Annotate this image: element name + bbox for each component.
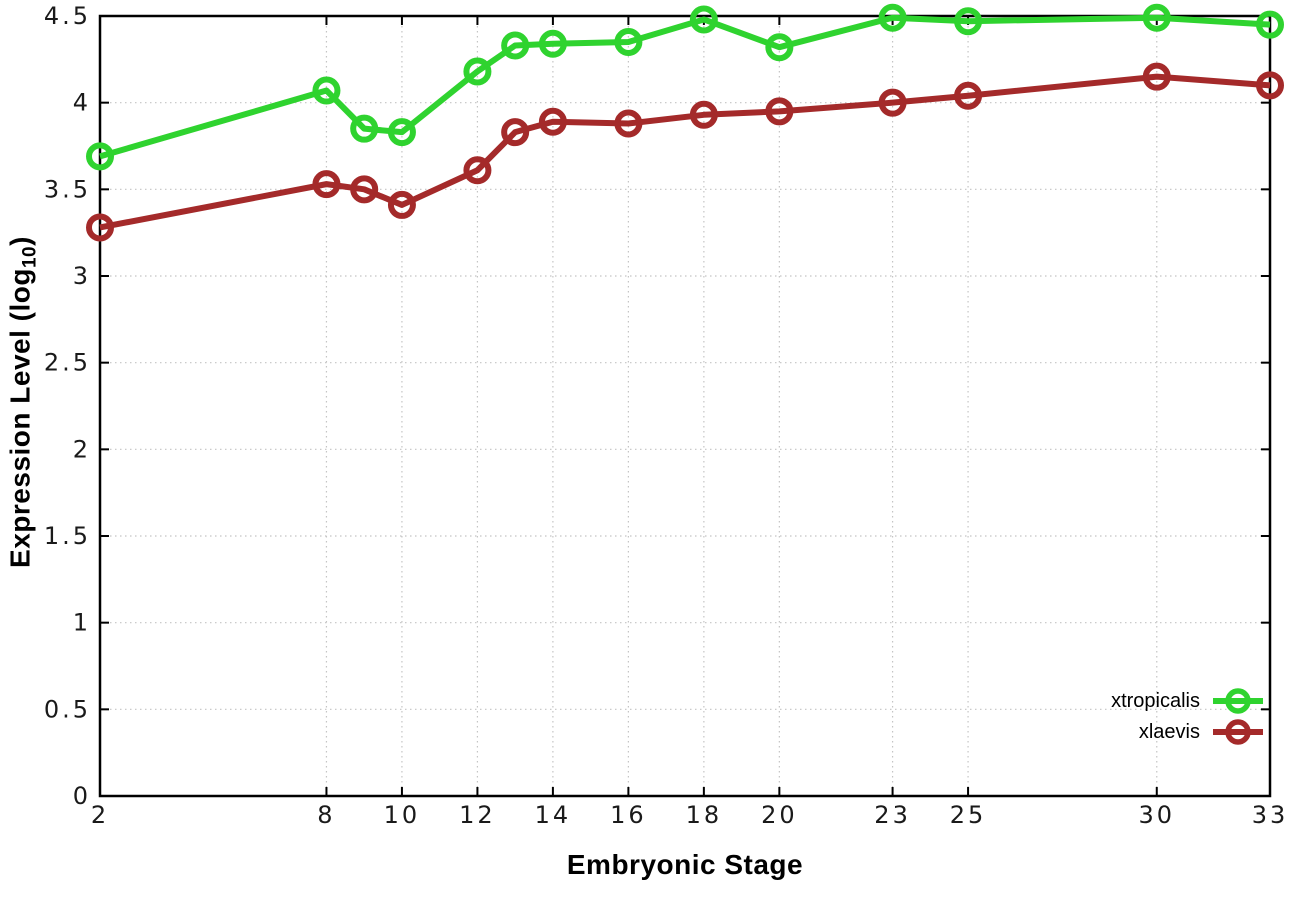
data-point-marker-xtropicalis: [538, 29, 567, 58]
data-point-marker-xlaevis: [1142, 62, 1171, 91]
legend: xtropicalis xlaevis: [1111, 686, 1266, 747]
x-tick-label: 23: [874, 801, 911, 829]
data-point-marker-xtropicalis: [86, 142, 114, 171]
y-axis-title: Expression Level (log10): [5, 236, 42, 568]
data-point-marker-xlaevis: [538, 107, 567, 136]
x-tick-label: 10: [384, 801, 421, 829]
data-point-marker-xtropicalis: [312, 76, 341, 105]
y-axis-title-text: Expression Level (log: [4, 268, 36, 568]
plot-border: [98, 14, 1272, 798]
data-point-marker-xlaevis: [501, 118, 530, 147]
y-tick-label: 2.5: [44, 349, 91, 377]
x-tick-label: 18: [686, 801, 723, 829]
x-tick-label: 12: [459, 801, 496, 829]
x-tick-label: 20: [761, 801, 798, 829]
legend-entry-xlaevis: xlaevis: [1139, 717, 1266, 747]
data-point-marker-xtropicalis: [1142, 3, 1171, 32]
data-point-marker-xtropicalis: [954, 7, 983, 36]
y-tick-label: 1.5: [44, 522, 91, 550]
y-tick-label: 0.5: [44, 695, 91, 723]
data-point-marker-xlaevis: [86, 213, 114, 242]
x-tick-label: 14: [535, 801, 572, 829]
data-point-marker-xtropicalis: [765, 33, 794, 62]
x-tick-label: 25: [950, 801, 987, 829]
y-tick-label: 0: [73, 782, 91, 810]
data-point-marker-xtropicalis: [614, 28, 643, 56]
data-point-marker-xlaevis: [765, 97, 794, 126]
data-point-marker-xtropicalis: [463, 57, 492, 86]
series-line-xtropicalis: [99, 14, 1271, 160]
y-tick-label: 3: [73, 262, 91, 290]
data-point-marker-xtropicalis: [350, 114, 379, 143]
y-tick-label: 1: [73, 609, 91, 637]
legend-label-xtropicalis: xtropicalis: [1111, 689, 1200, 712]
y-axis-title-subscript: 10: [19, 245, 41, 269]
data-point-marker-xtropicalis: [501, 31, 530, 60]
y-tick-label: 4.5: [44, 2, 91, 30]
legend-label-xlaevis: xlaevis: [1138, 720, 1200, 743]
data-point-marker-xlaevis: [387, 190, 416, 219]
data-point-marker-xtropicalis: [878, 3, 907, 32]
data-point-marker-xlaevis: [1256, 71, 1284, 100]
data-point-marker-xlaevis: [614, 109, 643, 138]
x-tick-label: 2: [91, 801, 109, 829]
data-point-marker-xlaevis: [954, 81, 983, 110]
x-axis-title: Embryonic Stage: [566, 849, 804, 880]
y-tick-label: 3.5: [44, 175, 91, 203]
series-line-xlaevis: [99, 73, 1271, 231]
x-tick-label: 30: [1139, 801, 1176, 829]
y-axis-title-close: ): [4, 236, 36, 246]
x-tick-label: 16: [610, 801, 647, 829]
legend-line-marker-sample: [1213, 688, 1263, 714]
y-tick-label: 2: [73, 435, 91, 463]
y-tick-label: 4: [73, 89, 91, 117]
x-tick-label: 33: [1252, 801, 1289, 829]
data-point-marker-xlaevis: [350, 175, 379, 204]
data-point-marker-xtropicalis: [689, 5, 718, 34]
data-point-marker-xlaevis: [463, 156, 492, 185]
legend-line-marker-sample: [1213, 719, 1263, 745]
x-tick-label: 8: [317, 801, 335, 829]
data-point-marker-xtropicalis: [1256, 10, 1284, 39]
legend-entry-xtropicalis: xtropicalis: [1111, 686, 1266, 716]
data-point-marker-xlaevis: [878, 88, 907, 117]
data-point-marker-xtropicalis: [387, 118, 416, 147]
data-point-marker-xlaevis: [312, 170, 341, 199]
data-point-marker-xlaevis: [689, 100, 718, 129]
